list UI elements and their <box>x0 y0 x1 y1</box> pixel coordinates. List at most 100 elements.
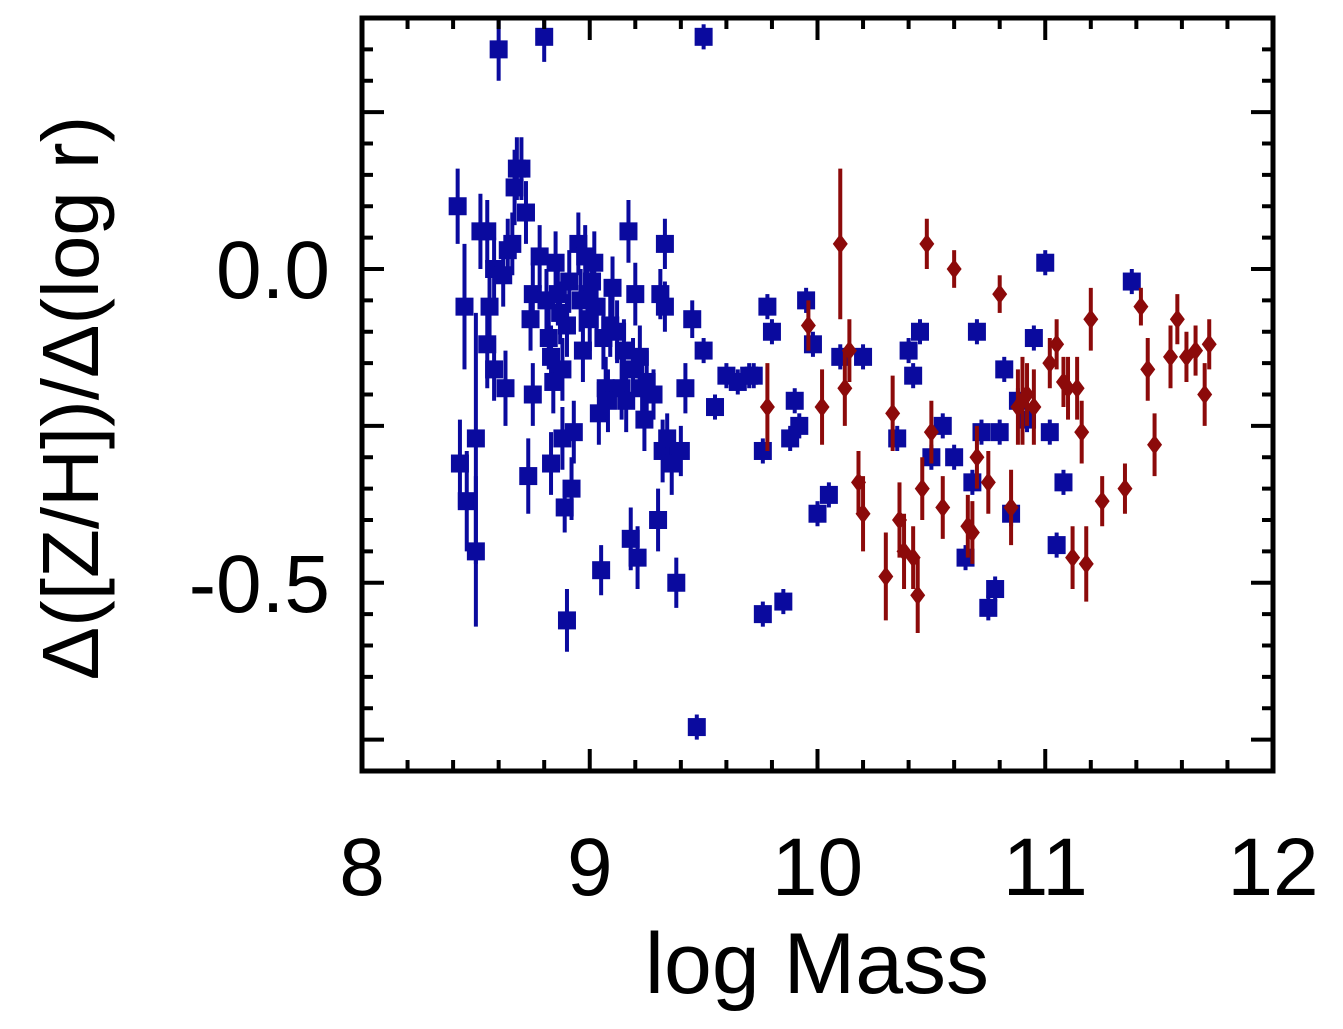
data-point-square <box>557 611 576 630</box>
data-point-diamond <box>878 566 894 587</box>
data-point-square <box>505 178 524 197</box>
data-point-diamond <box>1201 334 1217 355</box>
data-point-square <box>774 592 793 611</box>
data-point-square <box>546 253 565 272</box>
data-point-square <box>990 423 1009 442</box>
data-point-diamond <box>1003 497 1019 518</box>
data-point-diamond <box>1147 434 1163 455</box>
data-point-diamond <box>855 503 871 524</box>
data-point-square <box>785 391 804 410</box>
data-point-square <box>457 492 476 511</box>
data-point-square <box>496 379 515 398</box>
data-point-square <box>523 285 542 304</box>
data-point-square <box>621 529 640 548</box>
data-point-square <box>644 385 663 404</box>
data-point-square <box>485 360 504 379</box>
data-point-diamond <box>935 497 951 518</box>
data-point-square <box>553 360 572 379</box>
data-point-diamond <box>919 233 935 254</box>
data-point-square <box>585 253 604 272</box>
data-point-square <box>671 441 690 460</box>
data-point-diamond <box>759 397 775 418</box>
data-point-diamond <box>1019 384 1035 405</box>
data-point-diamond <box>1163 346 1179 367</box>
data-point-diamond <box>1117 478 1133 499</box>
data-point-square <box>979 598 998 617</box>
data-point-square <box>797 291 816 310</box>
data-point-square <box>655 234 674 253</box>
data-point-square <box>542 454 561 473</box>
data-point-square <box>956 548 975 567</box>
data-point-square <box>1036 253 1055 272</box>
data-point-square <box>562 479 581 498</box>
data-point-square <box>1122 272 1141 291</box>
data-point-square <box>519 467 538 486</box>
data-point-diamond <box>841 340 857 361</box>
data-point-square <box>1040 423 1059 442</box>
data-point-square <box>986 580 1005 599</box>
data-point-square <box>904 366 923 385</box>
data-point-square <box>478 222 497 241</box>
data-point-square <box>523 385 542 404</box>
data-point-square <box>450 454 469 473</box>
data-point-diamond <box>1060 378 1076 399</box>
data-point-square <box>489 40 508 59</box>
data-point-diamond <box>1083 309 1099 330</box>
data-point-square <box>762 322 781 341</box>
data-point-square <box>967 322 986 341</box>
data-point-square <box>617 391 636 410</box>
data-point-diamond <box>1049 334 1065 355</box>
data-point-square <box>539 329 558 348</box>
data-point-diamond <box>1010 397 1026 418</box>
axes-layer: 8 9 10 11 12 0.0 -0.5 <box>189 15 1319 913</box>
data-point-square <box>628 548 647 567</box>
data-point-square <box>535 27 554 46</box>
data-point-diamond <box>1094 491 1110 512</box>
data-point-square <box>466 429 485 448</box>
data-point-diamond <box>832 233 848 254</box>
y-tick-label: 0.0 <box>216 225 330 316</box>
series-1 <box>759 168 1217 633</box>
data-point-diamond <box>946 259 962 279</box>
data-point-square <box>480 297 499 316</box>
series-0 <box>448 18 1141 740</box>
data-point-square <box>687 718 706 737</box>
data-point-square <box>598 391 617 410</box>
data-point-square <box>744 366 763 385</box>
data-point-square <box>694 27 713 46</box>
data-point-square <box>667 573 686 592</box>
data-point-square <box>478 335 497 354</box>
y-tick-label: -0.5 <box>189 539 330 630</box>
data-point-square <box>626 285 645 304</box>
data-point-diamond <box>1140 359 1156 380</box>
data-point-square <box>530 247 549 266</box>
data-point-square <box>910 322 929 341</box>
data-point-square <box>521 310 540 329</box>
data-point-square <box>635 410 654 429</box>
x-tick-label: 8 <box>339 822 385 913</box>
data-point-square <box>614 341 633 360</box>
data-point-square <box>516 203 535 222</box>
data-point-square <box>564 423 583 442</box>
data-point-square <box>619 222 638 241</box>
x-tick-label: 12 <box>1227 822 1318 913</box>
data-point-square <box>560 272 579 291</box>
data-point-square <box>573 341 592 360</box>
data-point-square <box>655 297 674 316</box>
data-point-square <box>706 398 725 417</box>
data-point-diamond <box>1074 422 1090 443</box>
data-point-diamond <box>1197 384 1213 405</box>
data-point-square <box>676 379 695 398</box>
data-point-square <box>753 605 772 624</box>
data-point-diamond <box>885 403 901 424</box>
data-point-square <box>683 310 702 329</box>
data-point-square <box>808 504 827 523</box>
data-point-square <box>587 297 606 316</box>
data-point-square <box>608 322 627 341</box>
data-point-square <box>1024 329 1043 348</box>
data-point-diamond <box>1042 353 1058 374</box>
data-point-square <box>557 316 576 335</box>
data-point-square <box>854 347 873 366</box>
data-point-diamond <box>992 284 1008 305</box>
